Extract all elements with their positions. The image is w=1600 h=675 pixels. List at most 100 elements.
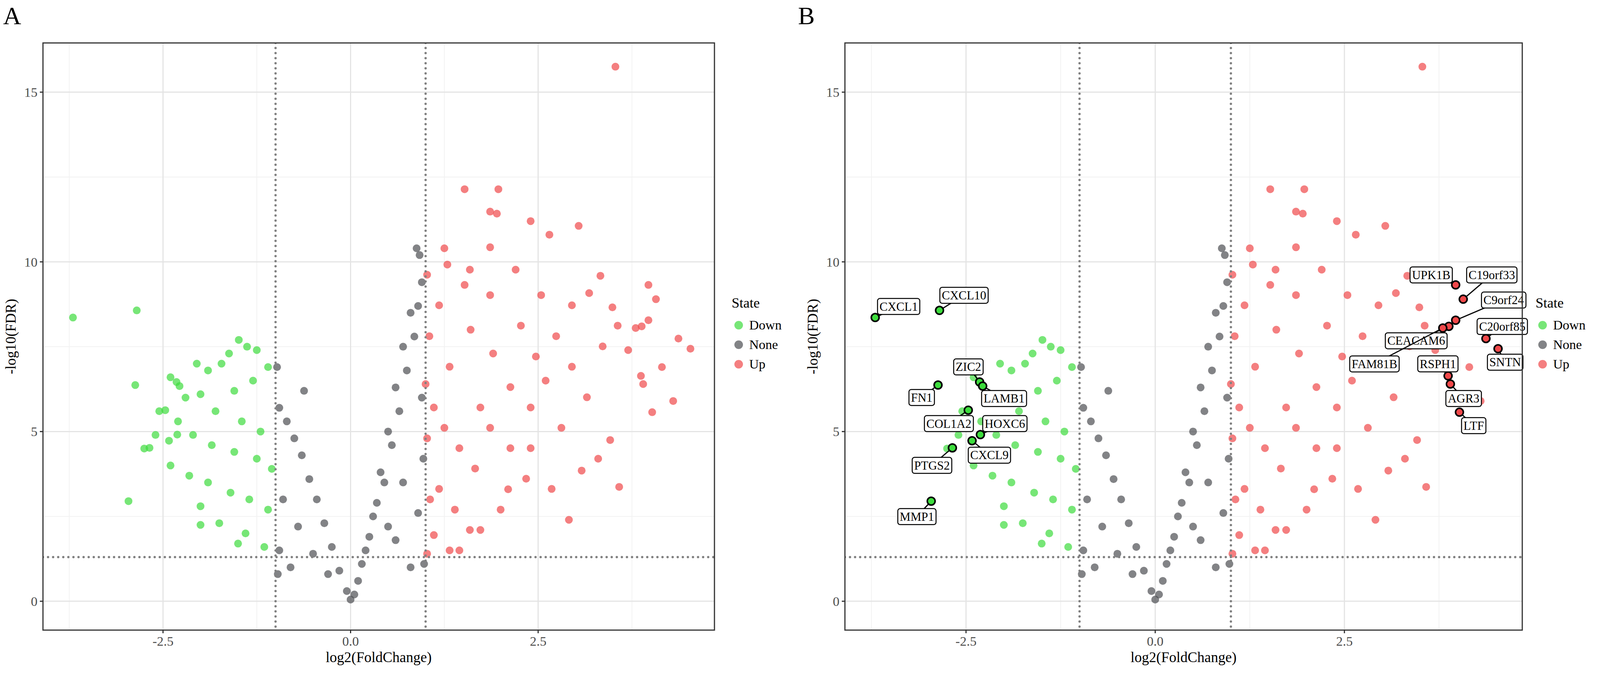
point	[471, 464, 479, 473]
point	[256, 427, 265, 436]
point	[1292, 424, 1300, 433]
point	[226, 489, 235, 497]
point	[450, 505, 459, 514]
point	[1276, 464, 1285, 473]
point	[1225, 560, 1234, 568]
minor-grid	[1060, 42, 1061, 631]
point	[1166, 546, 1175, 555]
point	[192, 360, 201, 368]
point	[1494, 344, 1502, 353]
point	[1371, 516, 1380, 524]
point	[1332, 403, 1341, 412]
point	[204, 478, 213, 487]
point	[988, 471, 997, 480]
point	[1204, 478, 1213, 487]
point	[1332, 444, 1341, 453]
point	[648, 408, 657, 417]
panel-1: CXCL1CXCL10ZIC2FN1LAMB1COL1A2HOXC6CXCL9P…	[798, 1, 1586, 667]
point	[1294, 349, 1303, 358]
tick-label: 0.0	[1146, 634, 1164, 649]
legend-label: None	[1553, 337, 1583, 352]
point	[342, 587, 351, 596]
minor-grid	[444, 42, 445, 631]
point	[1228, 271, 1237, 279]
point	[1064, 543, 1073, 552]
threshold-line	[1229, 42, 1233, 631]
point	[1282, 526, 1291, 535]
point	[1215, 332, 1224, 341]
point	[489, 349, 497, 358]
point	[1364, 424, 1372, 433]
panel-label: A	[3, 1, 22, 30]
point	[1200, 407, 1209, 416]
point	[496, 505, 505, 514]
label-box	[1487, 354, 1524, 371]
legend-label: Up	[1553, 357, 1570, 372]
point	[131, 381, 140, 390]
annotation-label: CEACAM6	[1387, 333, 1445, 348]
point	[387, 441, 396, 450]
point	[1302, 505, 1311, 514]
label-box	[939, 287, 989, 304]
point	[1422, 483, 1431, 492]
point	[871, 313, 879, 322]
point	[1446, 380, 1455, 389]
point	[406, 308, 415, 317]
point	[354, 577, 363, 586]
point	[1292, 207, 1300, 216]
annotation-label: FAM81B	[1351, 357, 1398, 372]
legend-swatch	[734, 321, 743, 330]
point	[320, 519, 329, 528]
point	[1260, 546, 1269, 555]
label-box	[1481, 292, 1527, 309]
point	[215, 519, 224, 528]
annotation-label: AGR3	[1447, 391, 1480, 406]
point	[1007, 478, 1016, 487]
point	[412, 244, 421, 253]
label-box	[1476, 318, 1528, 335]
point	[430, 531, 438, 540]
point	[1196, 383, 1205, 392]
point	[230, 448, 239, 457]
tick	[841, 91, 845, 93]
point	[1292, 243, 1300, 252]
point	[166, 461, 175, 470]
point	[384, 523, 393, 531]
tick	[537, 630, 539, 634]
point	[298, 451, 306, 460]
point	[455, 444, 464, 453]
point	[1292, 291, 1300, 300]
point	[286, 563, 295, 572]
annotated-point	[1451, 281, 1460, 290]
annotations: CXCL1CXCL10ZIC2FN1LAMB1COL1A2HOXC6CXCL9P…	[871, 267, 1528, 525]
annotation-label: ZIC2	[955, 360, 981, 374]
point	[225, 349, 233, 358]
point	[492, 209, 501, 218]
point	[1056, 346, 1065, 355]
point	[196, 390, 205, 399]
grid-line	[844, 261, 1523, 263]
point	[624, 346, 633, 355]
point	[992, 431, 1000, 440]
grid-line	[965, 42, 967, 631]
point	[373, 499, 381, 508]
point	[1018, 519, 1027, 528]
point	[1139, 567, 1148, 575]
point	[174, 417, 183, 426]
point	[631, 324, 640, 333]
point	[1185, 478, 1194, 487]
point	[1090, 563, 1099, 572]
point	[615, 483, 624, 492]
point	[1030, 489, 1038, 497]
point	[1046, 342, 1055, 351]
tick-label: -2.5	[152, 634, 174, 649]
point	[1384, 466, 1393, 475]
grid-line	[844, 91, 1523, 93]
point	[369, 512, 377, 521]
point	[574, 222, 583, 231]
point	[964, 406, 973, 415]
point	[290, 434, 299, 443]
point	[1465, 363, 1474, 372]
threshold-line	[42, 556, 715, 559]
point	[1389, 393, 1398, 402]
